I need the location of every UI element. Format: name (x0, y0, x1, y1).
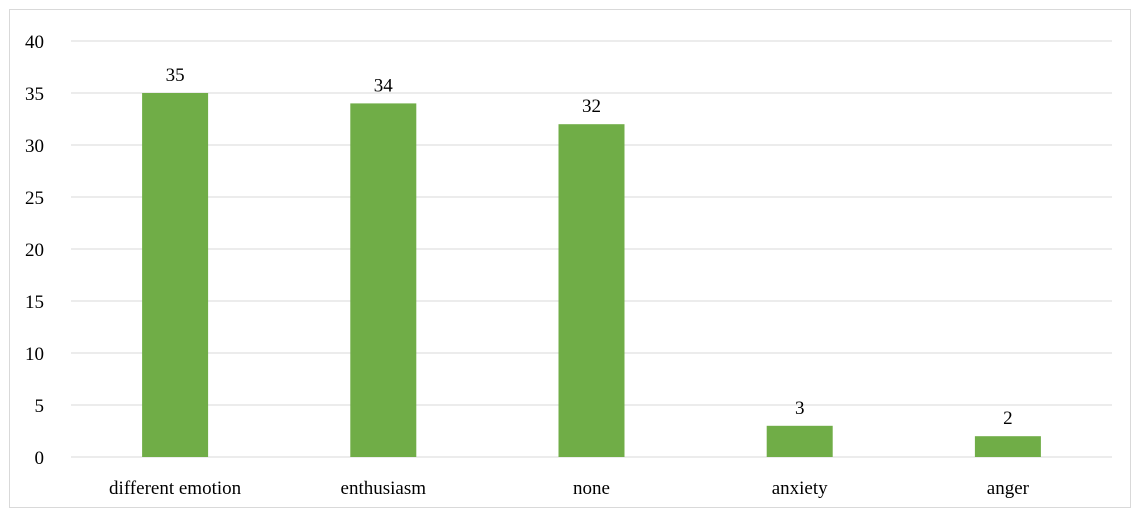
y-tick-label: 10 (25, 344, 44, 365)
x-tick-label: anger (987, 478, 1030, 499)
bar (558, 124, 625, 457)
bars (142, 93, 1041, 458)
data-label: 34 (374, 75, 394, 96)
y-tick-label: 0 (35, 448, 45, 469)
y-tick-label: 25 (25, 188, 44, 209)
bar (974, 436, 1041, 457)
data-label: 3 (795, 398, 805, 419)
y-tick-label: 40 (25, 32, 44, 53)
y-tick-label: 5 (35, 396, 45, 417)
x-axis-ticks: different emotion enthusiasm none anxiety an… (109, 478, 1030, 499)
y-tick-label: 15 (25, 292, 44, 313)
data-label: 35 (166, 65, 185, 86)
data-label: 32 (582, 96, 601, 117)
y-tick-label: 30 (25, 136, 44, 157)
x-tick-label: enthusiasm (341, 478, 427, 499)
x-tick-label: none (573, 478, 610, 499)
x-tick-label: anxiety (772, 478, 828, 499)
x-tick-label: different emotion (109, 478, 242, 499)
y-axis-ticks: 0 5 10 15 20 25 30 35 40 (25, 32, 44, 469)
bar (350, 103, 417, 458)
bar (142, 93, 209, 457)
bar (766, 425, 833, 457)
y-tick-label: 35 (25, 84, 44, 105)
data-label: 2 (1003, 408, 1013, 429)
y-tick-label: 20 (25, 240, 44, 261)
